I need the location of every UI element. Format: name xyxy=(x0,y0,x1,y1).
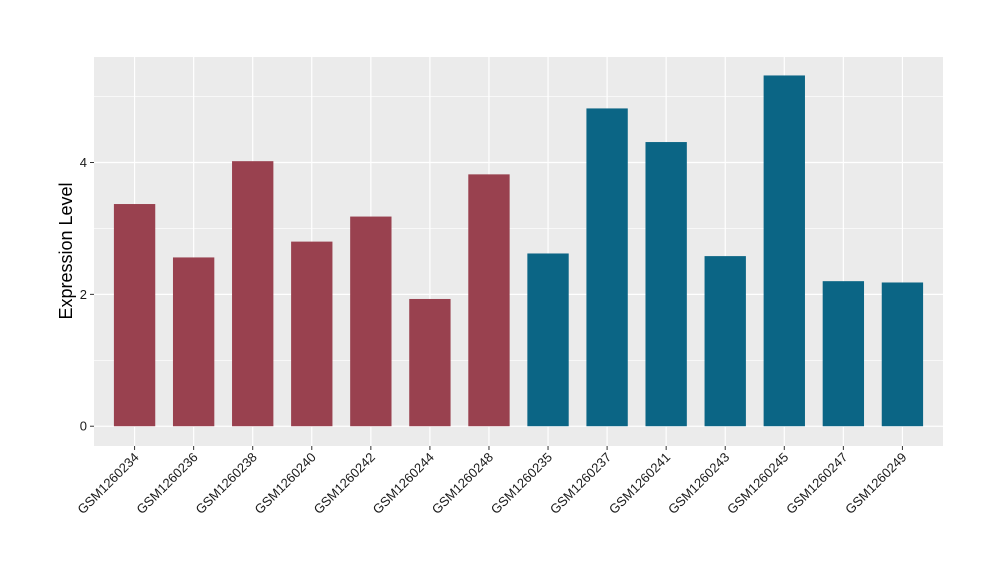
x-tick-label: GSM1260237 xyxy=(547,450,614,517)
x-tick-label: GSM1260238 xyxy=(192,450,259,517)
bar-GSM1260248 xyxy=(468,174,510,427)
bar-GSM1260249 xyxy=(881,282,924,427)
bar-GSM1260244 xyxy=(409,298,451,427)
x-tick-label: GSM1260240 xyxy=(252,450,319,517)
x-tick-label: GSM1260248 xyxy=(429,450,496,517)
x-tick-label: GSM1260241 xyxy=(606,450,673,517)
y-tick-label: 4 xyxy=(80,155,87,170)
x-axis: GSM1260234GSM1260236GSM1260238GSM1260240… xyxy=(74,446,910,517)
bar-GSM1260237 xyxy=(586,108,628,427)
bar-GSM1260235 xyxy=(527,253,569,427)
x-tick-label: GSM1260234 xyxy=(74,450,141,517)
x-tick-label: GSM1260242 xyxy=(311,450,378,517)
bars xyxy=(113,75,924,427)
bar-GSM1260243 xyxy=(704,256,746,427)
bar-GSM1260247 xyxy=(822,281,865,427)
y-tick-label: 2 xyxy=(80,287,87,302)
bar-GSM1260241 xyxy=(645,142,687,427)
bar-GSM1260236 xyxy=(172,257,215,427)
bar-GSM1260234 xyxy=(113,204,156,427)
bar-GSM1260240 xyxy=(291,241,333,427)
x-tick-label: GSM1260243 xyxy=(665,450,732,517)
x-tick-label: GSM1260245 xyxy=(724,450,791,517)
y-tick-label: 0 xyxy=(80,419,87,434)
x-tick-label: GSM1260235 xyxy=(488,450,555,517)
x-tick-label: GSM1260247 xyxy=(783,450,850,517)
bar-GSM1260242 xyxy=(350,216,392,427)
bar-GSM1260245 xyxy=(763,75,805,427)
x-tick-label: GSM1260244 xyxy=(370,450,437,517)
bar-GSM1260238 xyxy=(232,161,274,427)
y-axis-title: Expression Level xyxy=(56,182,76,319)
x-tick-label: GSM1260249 xyxy=(842,450,909,517)
y-axis: 0 2 4 xyxy=(80,155,94,434)
x-tick-label: GSM1260236 xyxy=(133,450,200,517)
plot-panel xyxy=(94,57,943,446)
